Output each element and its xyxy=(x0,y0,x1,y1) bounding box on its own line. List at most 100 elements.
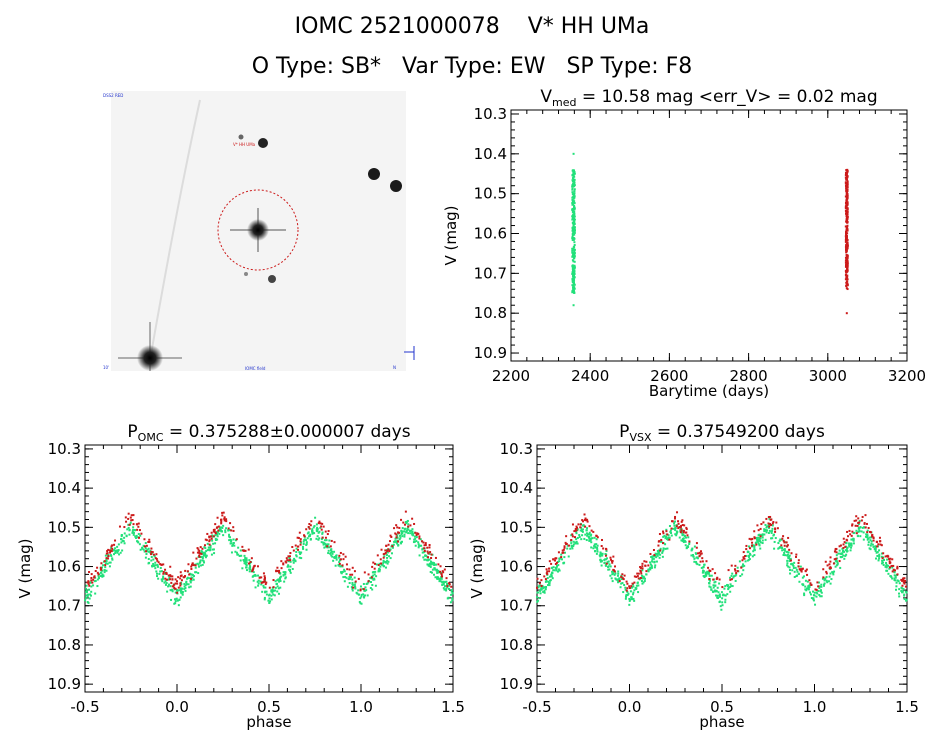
data-point xyxy=(891,570,894,573)
data-point xyxy=(759,535,762,538)
data-point xyxy=(771,522,774,525)
data-point xyxy=(137,532,140,535)
data-point xyxy=(573,291,576,294)
data-point xyxy=(550,571,553,574)
data-point xyxy=(543,591,546,594)
data-point xyxy=(268,586,271,589)
data-point xyxy=(641,569,644,572)
data-point xyxy=(203,544,206,547)
data-point xyxy=(729,590,732,593)
data-point xyxy=(287,564,290,567)
data-point xyxy=(588,531,591,534)
data-point xyxy=(398,526,401,529)
data-point xyxy=(171,588,174,591)
data-point xyxy=(572,213,575,216)
data-point xyxy=(265,581,268,584)
data-point xyxy=(848,529,851,532)
data-point xyxy=(679,531,682,534)
data-point xyxy=(752,550,755,553)
data-point xyxy=(544,580,547,583)
data-point xyxy=(317,531,320,534)
data-point xyxy=(846,182,849,185)
data-point xyxy=(161,578,164,581)
data-point xyxy=(674,515,677,518)
data-point xyxy=(235,538,238,541)
data-point xyxy=(440,580,443,583)
data-point xyxy=(196,551,199,554)
data-point xyxy=(630,585,633,588)
data-point xyxy=(164,583,167,586)
data-point xyxy=(571,247,574,250)
data-point xyxy=(374,584,377,587)
data-point xyxy=(866,533,869,536)
data-point xyxy=(808,584,811,587)
data-point xyxy=(127,523,130,526)
data-point xyxy=(818,587,821,590)
data-point xyxy=(786,562,789,565)
data-point xyxy=(263,576,266,579)
data-point xyxy=(371,584,374,587)
data-point xyxy=(545,572,548,575)
data-point xyxy=(263,578,266,581)
data-point xyxy=(675,532,678,535)
data-point xyxy=(371,565,374,568)
data-point xyxy=(792,567,795,570)
data-point xyxy=(844,182,847,185)
data-point xyxy=(617,581,620,584)
data-point xyxy=(693,560,696,563)
data-point xyxy=(845,189,848,192)
data-point xyxy=(162,563,165,566)
data-point xyxy=(765,531,768,534)
data-point xyxy=(844,270,847,273)
data-point xyxy=(898,582,901,585)
data-point xyxy=(88,597,91,600)
data-point xyxy=(815,591,818,594)
data-point xyxy=(745,554,748,557)
data-point xyxy=(285,557,288,560)
data-point xyxy=(844,240,847,243)
data-point xyxy=(628,603,631,606)
data-point xyxy=(763,529,766,532)
data-point xyxy=(332,559,335,562)
data-point xyxy=(405,529,408,532)
data-point xyxy=(619,586,622,589)
data-point xyxy=(214,538,217,541)
data-point xyxy=(433,567,436,570)
data-point xyxy=(845,253,848,256)
data-point xyxy=(137,522,140,525)
data-point xyxy=(783,541,786,544)
data-point xyxy=(387,543,390,546)
data-point xyxy=(823,583,826,586)
data-point xyxy=(399,541,402,544)
data-point xyxy=(858,527,861,530)
data-point xyxy=(688,540,691,543)
data-point xyxy=(413,522,416,525)
data-point xyxy=(283,580,286,583)
data-point xyxy=(273,594,276,597)
data-point xyxy=(781,537,784,540)
data-point xyxy=(721,604,724,607)
data-point xyxy=(424,558,427,561)
data-point xyxy=(583,537,586,540)
data-point xyxy=(373,577,376,580)
data-point xyxy=(547,580,550,583)
data-point xyxy=(835,564,838,567)
data-point xyxy=(357,589,360,592)
data-point xyxy=(338,559,341,562)
data-point xyxy=(429,565,432,568)
data-point xyxy=(617,570,620,573)
data-point xyxy=(753,536,756,539)
data-point xyxy=(384,551,387,554)
data-point xyxy=(652,555,655,558)
data-point xyxy=(244,549,247,552)
data-point xyxy=(732,576,735,579)
data-point xyxy=(192,578,195,581)
data-point xyxy=(279,579,282,582)
data-point xyxy=(434,576,437,579)
data-point xyxy=(674,528,677,531)
data-point xyxy=(895,585,898,588)
data-point xyxy=(299,551,302,554)
data-point xyxy=(819,589,822,592)
data-point xyxy=(631,593,634,596)
data-point xyxy=(686,534,689,537)
